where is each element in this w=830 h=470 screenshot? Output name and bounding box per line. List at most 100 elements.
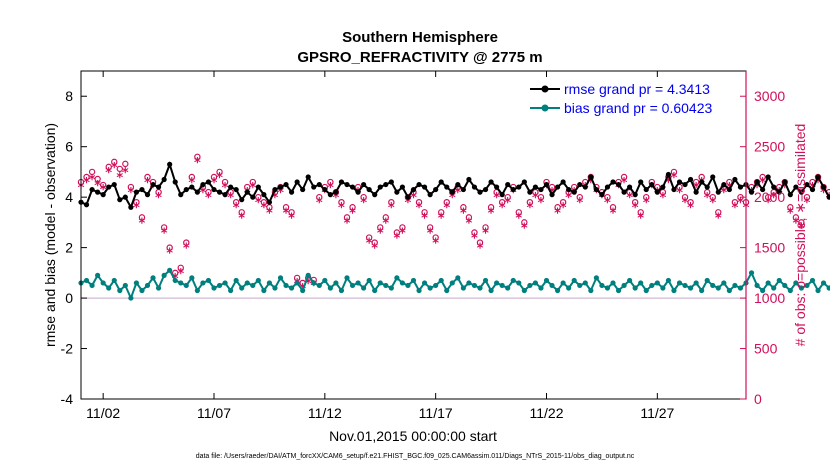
possible-obs-point <box>138 214 146 221</box>
assimilated-obs-point: * <box>781 181 788 196</box>
bias-point <box>748 270 755 276</box>
assimilated-obs-point: * <box>621 176 628 191</box>
rmse-point <box>787 192 793 198</box>
bias-point <box>760 287 766 294</box>
assimilated-obs-point: * <box>599 191 606 206</box>
assimilated-obs-point: * <box>321 186 328 201</box>
assimilated-obs-point: * <box>116 171 123 186</box>
rmse-point <box>311 184 317 190</box>
bias-point <box>327 285 333 291</box>
rmse-point <box>139 186 145 193</box>
bias-point <box>399 280 406 286</box>
bias-point <box>516 280 522 286</box>
y-right-tick-label: 0 <box>754 391 762 407</box>
assimilated-obs-point: * <box>349 206 356 221</box>
possible-obs-point <box>365 234 373 241</box>
assimilated-obs-point: * <box>560 201 567 216</box>
rmse-point <box>571 189 577 195</box>
possible-obs-point <box>172 269 179 277</box>
rmse-point <box>144 192 151 198</box>
possible-obs-point <box>709 193 716 201</box>
possible-obs-point <box>166 244 173 251</box>
rmse-point <box>106 184 112 190</box>
rmse-point <box>250 194 256 200</box>
possible-obs-point <box>232 198 240 206</box>
assimilated-obs-point: * <box>438 211 445 226</box>
rmse-point <box>405 194 411 200</box>
assimilated-obs-point: * <box>676 186 683 201</box>
legend-box <box>522 78 740 118</box>
possible-obs-point <box>521 219 528 226</box>
possible-obs-point <box>393 229 401 236</box>
assimilated-obs-point: * <box>499 201 506 216</box>
assimilated-obs-point: * <box>576 196 583 211</box>
possible-obs-point <box>133 198 140 206</box>
plot-frame <box>80 70 747 400</box>
bias-point <box>394 275 400 281</box>
assimilated-obs-point: * <box>715 211 722 226</box>
assimilated-obs-point: * <box>632 201 639 216</box>
assimilated-obs-point: * <box>704 191 711 206</box>
rmse-point <box>687 176 694 183</box>
assimilated-obs-point: * <box>587 176 594 191</box>
rmse-point <box>582 184 588 190</box>
bias-point <box>621 282 627 289</box>
bias-point <box>277 275 284 281</box>
y-tick-label: 8 <box>65 88 73 104</box>
bias-point <box>250 282 256 289</box>
assimilated-obs-point: * <box>687 201 694 216</box>
bias-point <box>643 287 649 294</box>
bias-point <box>809 277 816 284</box>
rmse-point <box>294 179 300 185</box>
assimilated-obs-point: * <box>83 176 90 191</box>
bias-point <box>349 282 356 289</box>
rmse-point <box>654 189 660 195</box>
assimilated-obs-point: * <box>327 181 334 196</box>
bias-point <box>355 280 361 286</box>
possible-obs-point <box>338 198 345 206</box>
possible-obs-point <box>160 224 168 231</box>
bias-point <box>593 275 599 281</box>
y-tick-label: -2 <box>61 341 74 357</box>
assimilated-obs-point: * <box>255 196 262 211</box>
rmse-point <box>377 184 383 190</box>
possible-obs-point <box>515 209 522 216</box>
assimilated-obs-point: * <box>211 176 218 191</box>
bias-point <box>765 280 771 286</box>
bias-point <box>521 287 527 294</box>
bias-point <box>615 287 622 294</box>
possible-obs-point <box>554 204 561 211</box>
possible-obs-point <box>471 229 478 236</box>
assimilated-obs-point: * <box>133 201 140 216</box>
rmse-point <box>771 184 777 190</box>
x-tick-label: 11/17 <box>419 405 453 421</box>
rmse-point <box>327 192 333 198</box>
assimilated-obs-point: * <box>155 191 162 206</box>
possible-obs-point <box>260 198 268 206</box>
bias-point <box>466 280 472 286</box>
bias-point <box>649 282 655 289</box>
rmse-point <box>427 192 433 198</box>
rmse-point <box>239 197 245 203</box>
rmse-point <box>261 192 267 198</box>
possible-obs-point <box>255 193 262 201</box>
bias-point <box>255 277 261 284</box>
bias-point <box>505 285 511 291</box>
rmse-point <box>793 184 799 190</box>
assimilated-obs-point: * <box>249 181 256 196</box>
bias-point <box>361 285 367 291</box>
assimilated-obs-point: * <box>272 191 279 206</box>
possible-obs-point <box>537 193 545 201</box>
rmse-point <box>172 179 178 185</box>
bias-point <box>294 280 300 286</box>
bias-point <box>161 272 167 278</box>
bias-point <box>316 282 322 289</box>
y-right-tick-label: 1500 <box>754 240 785 256</box>
bias-point <box>222 280 228 286</box>
bias-point <box>410 277 417 284</box>
bias-point <box>538 285 544 291</box>
bias-point <box>216 282 223 289</box>
rmse-point <box>366 186 372 193</box>
rmse-point <box>255 184 261 190</box>
rmse-point <box>532 184 539 190</box>
